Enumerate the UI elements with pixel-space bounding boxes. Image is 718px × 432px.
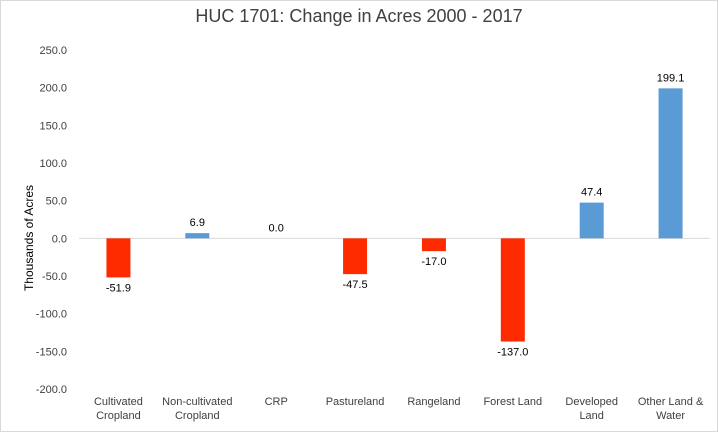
y-tick-label: -200.0	[36, 384, 67, 396]
bar	[658, 88, 683, 239]
x-tick-label: CRP	[265, 396, 288, 408]
data-label: -47.5	[343, 279, 368, 291]
data-label: -137.0	[497, 347, 528, 359]
y-tick-label: 200.0	[39, 83, 67, 95]
data-labels: -51.9 6.9 0.0 -47.5 -17.0 -137.0 47.4 199.1	[106, 72, 684, 358]
y-tick-label: -50.0	[42, 271, 67, 283]
x-tick-label: Forest Land	[483, 396, 542, 408]
y-axis-label: Thousands of Acres	[22, 185, 36, 291]
bars	[106, 88, 683, 342]
data-label: 6.9	[190, 217, 205, 229]
category-labels: Cultivated Cropland Non-cultivated Cropland…	[94, 396, 704, 422]
data-label: 47.4	[581, 187, 602, 199]
x-tick-label: Other Land & Water	[638, 396, 704, 422]
bar	[185, 233, 210, 239]
x-tick-label: Cultivated Cropland	[94, 396, 143, 422]
y-tick-label: 250.0	[39, 45, 67, 57]
x-tick-label: Developed Land	[565, 396, 618, 422]
chart-title: HUC 1701: Change in Acres 2000 - 2017	[195, 6, 523, 26]
data-label: 0.0	[269, 222, 284, 234]
bar	[106, 238, 131, 278]
data-label: 199.1	[657, 72, 685, 84]
x-tick-label: Pastureland	[326, 396, 385, 408]
y-tick-label: 100.0	[39, 158, 67, 170]
y-axis-ticks: -200.0 -150.0 -100.0 -50.0 0.0 50.0 100.0 150.0…	[36, 45, 67, 396]
y-tick-label: -150.0	[36, 346, 67, 358]
bar	[500, 238, 525, 342]
y-tick-label: 150.0	[39, 120, 67, 132]
y-tick-label: 0.0	[52, 233, 67, 245]
x-tick-label: Non-cultivated Cropland	[162, 396, 232, 422]
bar	[343, 238, 368, 275]
x-tick-label: Rangeland	[407, 396, 460, 408]
data-label: -17.0	[421, 256, 446, 268]
y-tick-label: 50.0	[46, 196, 67, 208]
bar	[579, 202, 604, 239]
y-tick-label: -100.0	[36, 309, 67, 321]
bar	[421, 238, 446, 252]
data-label: -51.9	[106, 282, 131, 294]
